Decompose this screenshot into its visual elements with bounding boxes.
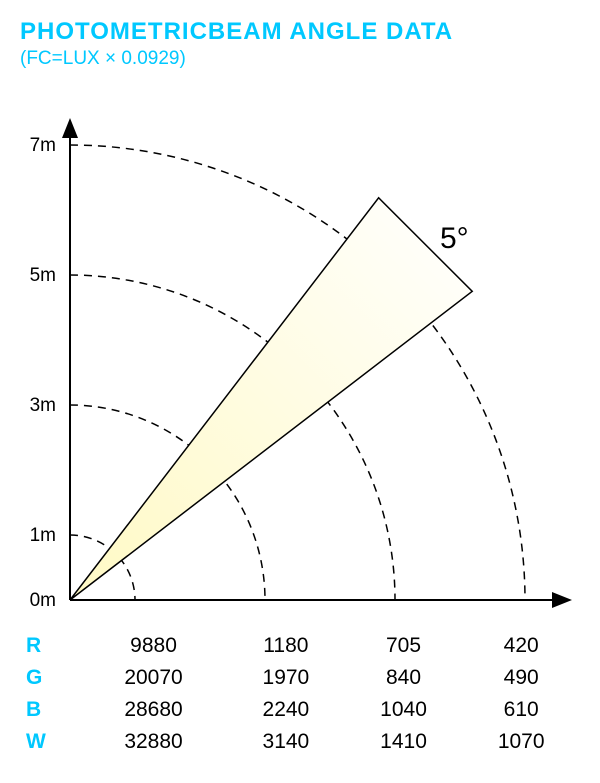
table-cell: 1180 [227, 630, 345, 662]
table-cell: 20070 [80, 662, 227, 694]
x-axis-arrow-icon [552, 592, 572, 608]
table-cell: 705 [345, 630, 463, 662]
row-label: W [20, 726, 80, 758]
y-tick-label: 3m [30, 395, 56, 416]
table-cell: 32880 [80, 726, 227, 758]
table-cell: 1970 [227, 662, 345, 694]
data-table-area: R98801180705420G200701970840490B28680224… [0, 630, 600, 758]
table-row: W32880314014101070 [20, 726, 580, 758]
table-cell: 840 [345, 662, 463, 694]
table-cell: 1040 [345, 694, 463, 726]
table-row: B2868022401040610 [20, 694, 580, 726]
table-cell: 610 [462, 694, 580, 726]
y-tick-label: 7m [30, 135, 56, 156]
table-cell: 420 [462, 630, 580, 662]
table-cell: 3140 [227, 726, 345, 758]
page-subtitle: (FC=LUX × 0.0929) [20, 48, 580, 70]
data-table: R98801180705420G200701970840490B28680224… [20, 630, 580, 758]
y-tick-label: 0m [30, 590, 56, 611]
y-tick-label: 5m [30, 265, 56, 286]
table-cell: 1410 [345, 726, 463, 758]
table-cell: 28680 [80, 694, 227, 726]
table-cell: 9880 [80, 630, 227, 662]
row-label: B [20, 694, 80, 726]
table-cell: 2240 [227, 694, 345, 726]
table-cell: 1070 [462, 726, 580, 758]
header: PHOTOMETRICBEAM ANGLE DATA (FC=LUX × 0.0… [0, 0, 600, 70]
table-row: G200701970840490 [20, 662, 580, 694]
beam-wedge [70, 198, 472, 600]
beam-diagram: 7m 5m 3m 1m 0m 5° [0, 70, 600, 630]
table-cell: 490 [462, 662, 580, 694]
page-title: PHOTOMETRICBEAM ANGLE DATA [20, 18, 580, 46]
y-axis-arrow-icon [62, 118, 78, 138]
diagram-svg: 7m 5m 3m 1m 0m 5° [0, 70, 600, 630]
beam-angle-label: 5° [440, 222, 469, 255]
y-tick-label: 1m [30, 525, 56, 546]
table-row: R98801180705420 [20, 630, 580, 662]
row-label: R [20, 630, 80, 662]
row-label: G [20, 662, 80, 694]
